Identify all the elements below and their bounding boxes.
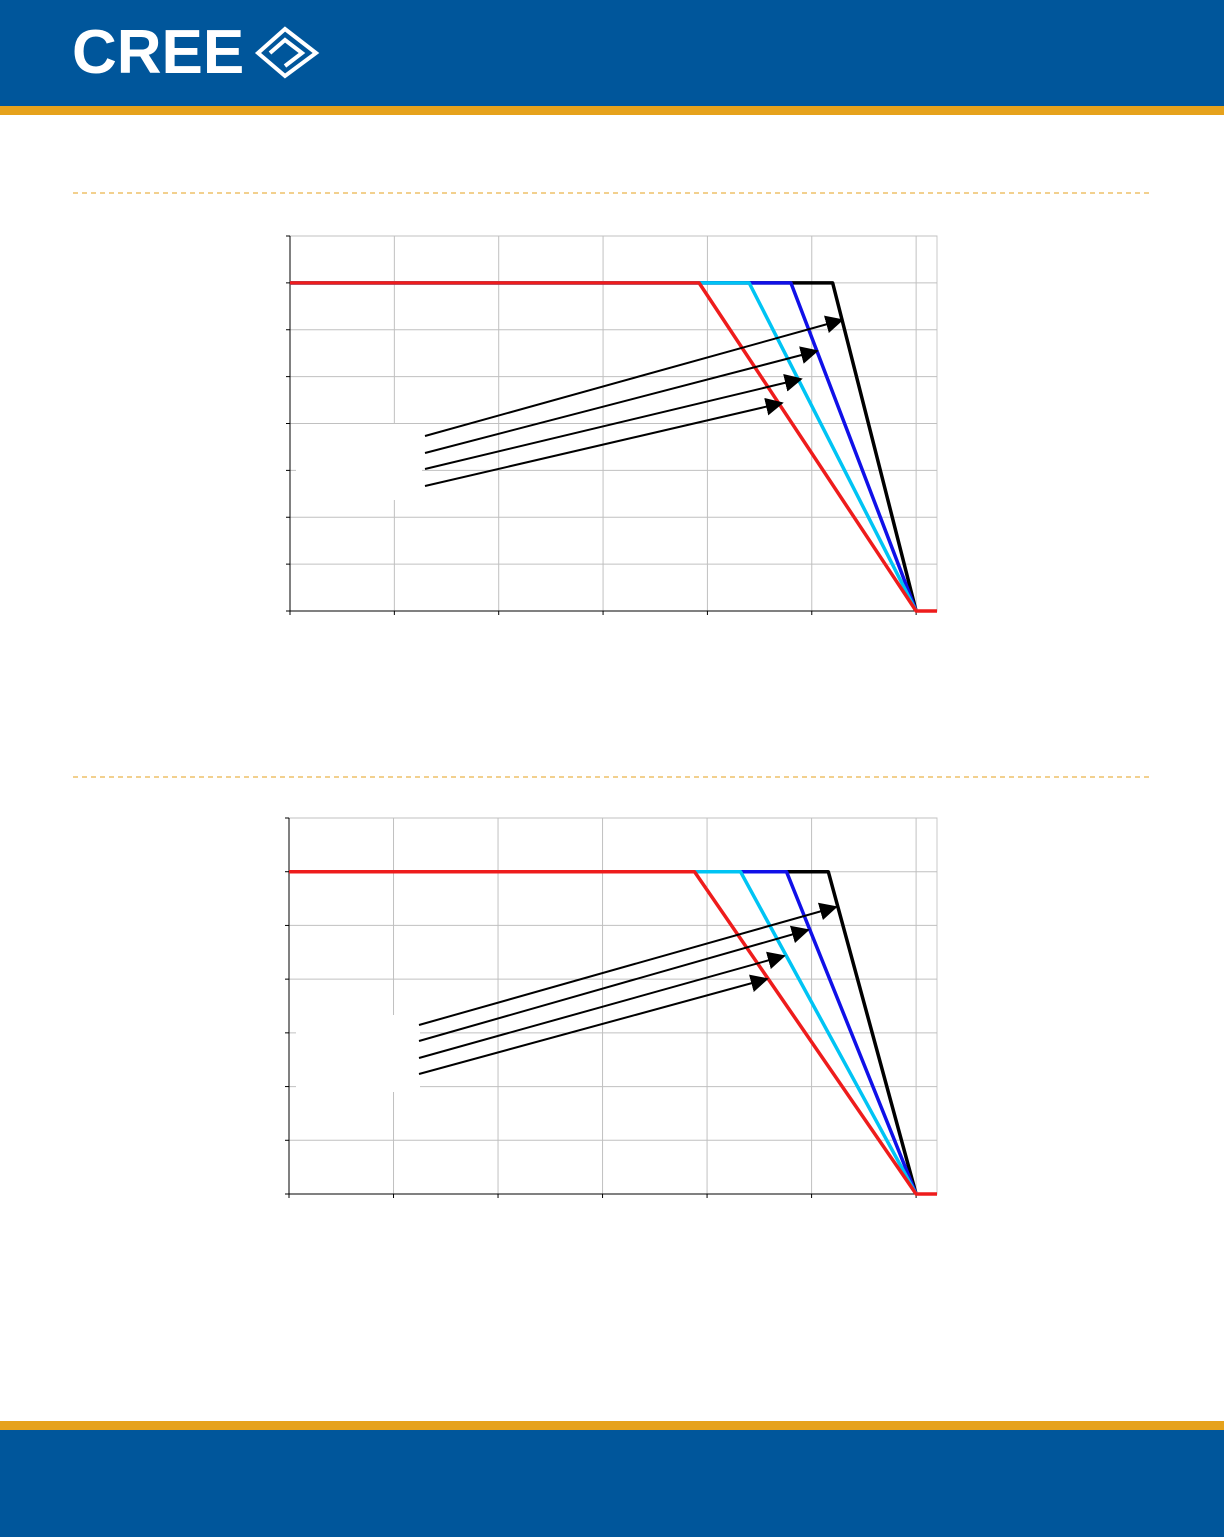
footer-stripe	[0, 1421, 1224, 1430]
logo: CREE	[72, 18, 244, 87]
label-box	[296, 1015, 420, 1092]
arrow	[424, 374, 803, 470]
arrow	[418, 902, 838, 1026]
arrow	[418, 951, 786, 1059]
arrow	[418, 925, 810, 1042]
header-band	[0, 0, 1224, 106]
data-line	[289, 869, 937, 1196]
footer-band	[0, 1430, 1224, 1537]
chart	[286, 235, 938, 615]
header-stripe	[0, 106, 1224, 115]
arrow	[424, 346, 819, 454]
logo-icon	[254, 26, 320, 79]
label-box	[296, 424, 422, 500]
chart	[285, 817, 938, 1198]
data-line	[290, 281, 937, 613]
arrow	[418, 974, 769, 1075]
arrow	[424, 397, 784, 487]
arrow	[424, 315, 844, 437]
